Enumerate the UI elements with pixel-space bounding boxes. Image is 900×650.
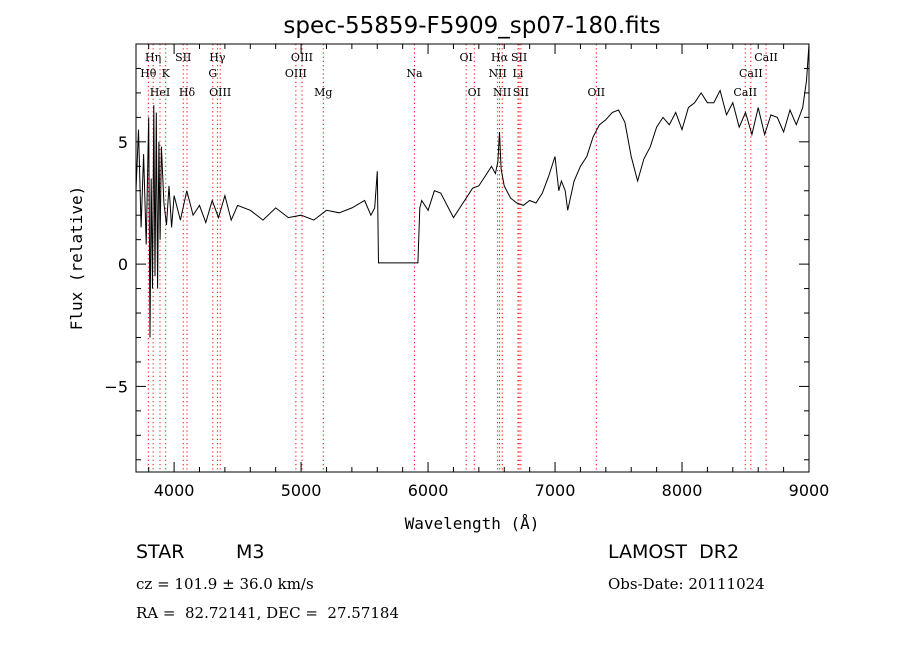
line-marker-label-11: Mg: [314, 86, 332, 99]
line-marker-label-10: OIII: [285, 67, 307, 80]
x-tick-label-4000: 4000: [154, 481, 195, 500]
object-class: STAR: [136, 541, 185, 563]
spectrum-line: [135, 43, 810, 338]
plot-frame: [135, 43, 810, 473]
line-marker-layer: [147, 44, 767, 472]
x-tick-label-5000: 5000: [281, 481, 322, 500]
line-marker-label-17: NII: [488, 67, 506, 80]
line-marker-label-6: Hγ: [209, 51, 226, 64]
line-marker-label-19: NII: [493, 86, 511, 99]
radial-velocity: cz = 101.9 ± 36.0 km/s: [136, 575, 314, 593]
chart-title: spec-55859-F5909_sp07-180.fits: [283, 13, 660, 39]
line-marker-label-3: K: [162, 67, 171, 80]
line-marker-label-12: Na: [406, 67, 423, 80]
line-marker-label-9: OIII: [291, 51, 313, 64]
line-marker-label-14: OI: [468, 86, 481, 99]
survey-name: LAMOST DR2: [608, 541, 740, 563]
object-subclass: M3: [236, 541, 265, 563]
line-marker-label-2: HeI: [150, 86, 170, 99]
y-tick-label-0: 0: [118, 255, 128, 274]
x-tick-label-9000: 9000: [789, 481, 830, 500]
line-marker-label-18: Li: [513, 67, 524, 80]
x-tick-label-8000: 8000: [662, 481, 703, 500]
sky-coordinates: RA = 82.72141, DEC = 27.57184: [136, 604, 400, 622]
line-marker-label-24: CaII: [733, 86, 757, 99]
line-marker-label-7: G: [208, 67, 217, 80]
line-marker-label-13: OI: [459, 51, 472, 64]
y-axis-ticks: −5 0 5: [104, 43, 809, 461]
x-axis-ticks: 4000 5000 6000 7000 8000 9000: [148, 44, 830, 500]
y-tick-label--5: −5: [104, 377, 128, 396]
observation-date: Obs-Date: 20111024: [608, 575, 765, 593]
line-marker-label-21: OII: [587, 86, 605, 99]
line-marker-label-5: Hδ: [179, 86, 196, 99]
line-marker-label-15: Hα: [491, 51, 509, 64]
line-marker-label-1: Hθ: [140, 67, 157, 80]
line-marker-label-8: OIII: [209, 86, 231, 99]
y-axis-label: Flux (relative): [67, 186, 86, 331]
line-marker-label-22: CaII: [754, 51, 778, 64]
line-marker-label-16: SII: [511, 51, 527, 64]
x-axis-label: Wavelength (Å): [405, 514, 540, 533]
line-marker-label-0: Hη: [145, 51, 161, 64]
line-marker-label-20: SII: [513, 86, 529, 99]
x-tick-label-7000: 7000: [535, 481, 576, 500]
y-tick-label-5: 5: [118, 133, 128, 152]
line-marker-label-4: SII: [175, 51, 191, 64]
line-marker-label-23: CaII: [739, 67, 763, 80]
x-tick-label-6000: 6000: [408, 481, 449, 500]
